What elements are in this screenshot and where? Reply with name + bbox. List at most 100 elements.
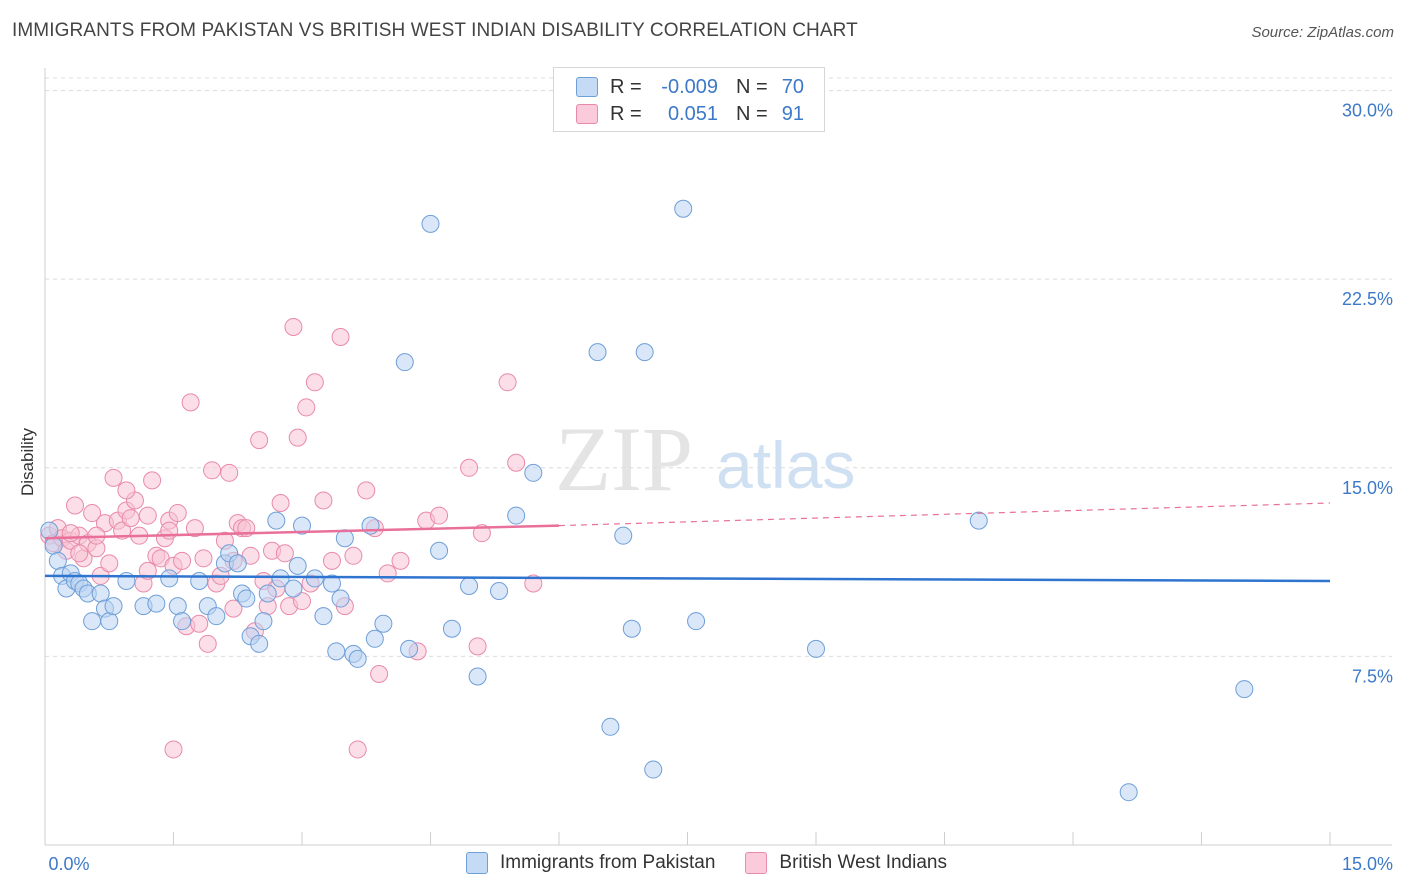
- bwi-point: [288, 428, 307, 447]
- bwi-point: [143, 471, 162, 490]
- bwi-point: [185, 519, 204, 538]
- pakistan-point: [160, 569, 179, 588]
- pakistan-point: [173, 612, 192, 631]
- bwi-point: [314, 491, 333, 510]
- pakistan-point: [622, 619, 641, 638]
- pakistan-point: [687, 612, 706, 631]
- pakistan-point: [147, 594, 166, 613]
- bwi-point: [348, 740, 367, 759]
- tick-labels: 7.5% 15.0% 22.5% 30.0% 0.0% 15.0%: [48, 101, 1393, 874]
- bwi-point: [357, 481, 376, 500]
- x-tick-label: 0.0%: [48, 854, 89, 874]
- legend-n-value: 91: [781, 102, 804, 125]
- pakistan-point: [237, 589, 256, 608]
- watermark-atlas: atlas: [716, 428, 855, 502]
- y-tick-label: 30.0%: [1342, 101, 1393, 121]
- legend-item-label: Immigrants from Pakistan: [500, 852, 716, 873]
- axes: [44, 68, 1392, 846]
- pakistan-point: [271, 569, 290, 588]
- bwi-point: [391, 551, 410, 570]
- y-tick-label: 15.0%: [1342, 478, 1393, 498]
- bwi-point: [370, 664, 389, 683]
- legend-r-value: -0.009: [661, 75, 718, 98]
- bwi-point: [275, 544, 294, 563]
- pakistan-point: [442, 619, 461, 638]
- pakistan-point: [1119, 783, 1138, 802]
- legend-item-bwi[interactable]: British West Indians: [745, 852, 947, 874]
- pakistan-point: [395, 353, 414, 372]
- legend-r-label: R =: [610, 102, 642, 125]
- pakistan-point: [168, 597, 187, 616]
- bwi-point: [65, 496, 84, 515]
- pakistan-point: [83, 612, 102, 631]
- bwi-point: [322, 551, 341, 570]
- bwi-point: [100, 554, 119, 573]
- bwi-point: [378, 564, 397, 583]
- bwi-point: [507, 453, 526, 472]
- legend-row-bwi: R = 0.051 N = 91: [576, 101, 804, 127]
- bwi-trend-extension: [558, 502, 1331, 527]
- bwi-point: [173, 551, 192, 570]
- pakistan-point: [258, 584, 277, 603]
- pakistan-point: [374, 614, 393, 633]
- legend-n-label: N =: [736, 75, 768, 98]
- pakistan-point: [614, 526, 633, 545]
- correlation-legend: R = -0.009 N = 70 R = 0.051 N = 91: [553, 67, 825, 132]
- y-tick-label: 7.5%: [1352, 666, 1393, 686]
- pakistan-point: [490, 582, 509, 601]
- pakistan-point: [104, 597, 123, 616]
- bwi-point: [293, 592, 311, 611]
- legend-item-pakistan[interactable]: Immigrants from Pakistan: [466, 852, 715, 874]
- pakistan-point: [228, 554, 247, 573]
- pakistan-point: [267, 511, 286, 530]
- bwi-point: [305, 373, 324, 392]
- pakistan-point: [507, 506, 526, 525]
- bwi-point: [61, 524, 80, 543]
- bwi-point: [190, 614, 209, 633]
- bwi-point: [203, 461, 222, 480]
- pakistan-point: [314, 607, 333, 626]
- series-legend: Immigrants from Pakistan British West In…: [466, 852, 977, 874]
- bwi-point: [138, 506, 157, 525]
- pakistan-point: [468, 667, 487, 686]
- bwi-point: [194, 549, 213, 568]
- bwi-point: [164, 740, 183, 759]
- pakistan-point: [327, 642, 346, 661]
- pakistan-point: [250, 634, 269, 653]
- legend-r-value: 0.051: [667, 102, 718, 125]
- pakistan-point: [400, 639, 419, 658]
- bwi-point: [297, 398, 316, 417]
- pakistan-point: [421, 214, 440, 233]
- legend-row-pakistan: R = -0.009 N = 70: [576, 74, 804, 100]
- pakistan-point: [44, 536, 63, 555]
- legend-item-label: British West Indians: [779, 852, 947, 873]
- legend-n-value: 70: [781, 75, 804, 98]
- bwi-point: [113, 521, 132, 540]
- bwi-point: [472, 524, 491, 543]
- y-tick-label: 22.5%: [1342, 289, 1393, 309]
- bwi-point: [104, 468, 123, 487]
- pakistan-point: [190, 571, 209, 590]
- bwi-point: [181, 393, 200, 412]
- bwi-point: [70, 544, 89, 563]
- bwi-point: [430, 506, 449, 525]
- bwi-point: [121, 509, 140, 528]
- bwi-point: [117, 481, 136, 500]
- bwi-point: [331, 328, 350, 347]
- watermark: ZIP atlas: [555, 408, 855, 510]
- bwi-point: [160, 521, 179, 540]
- pakistan-point: [348, 649, 367, 668]
- legend-swatch-pink: [576, 104, 598, 124]
- bwi-point: [460, 458, 479, 477]
- pakistan-point: [807, 639, 825, 658]
- legend-swatch-blue: [576, 77, 598, 97]
- pakistan-point: [293, 516, 311, 535]
- pakistan-point: [288, 556, 307, 575]
- pakistan-point: [207, 607, 226, 626]
- pakistan-point: [254, 612, 273, 631]
- trend-lines: [44, 502, 1331, 583]
- pakistan-point: [635, 343, 654, 362]
- legend-swatch-blue: [466, 852, 488, 874]
- pakistan-point: [460, 576, 479, 595]
